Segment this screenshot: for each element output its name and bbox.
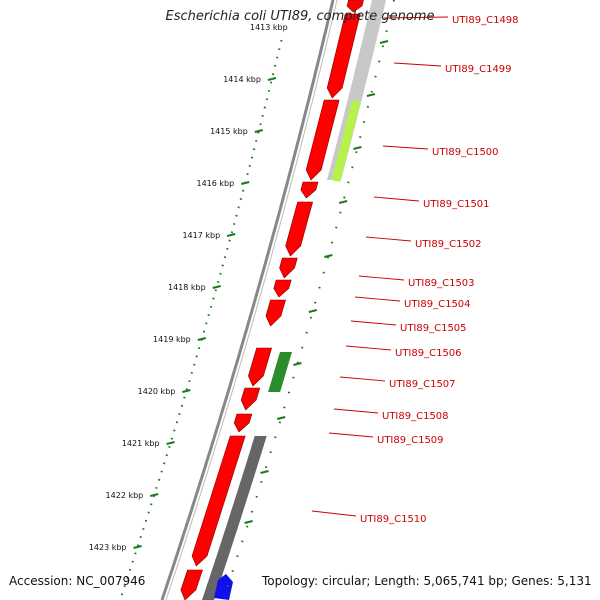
gene-label-leader — [333, 408, 379, 414]
scale-tick-label: 1418 kbp — [168, 283, 206, 292]
scale-tick — [212, 285, 221, 289]
scale-tick-label: 1421 kbp — [122, 439, 160, 448]
gene-label[interactable]: UTI89_C1510 — [360, 514, 427, 525]
cds-arrow-1[interactable] — [346, 0, 364, 13]
inner-dotted-line — [222, 0, 395, 600]
gene-label[interactable]: UTI89_C1504 — [404, 299, 471, 310]
scale-tick-label-partial: 1413 kbp — [250, 23, 288, 32]
scale-tick-label: 1415 kbp — [210, 127, 248, 136]
cds-arrow-6[interactable] — [279, 257, 298, 279]
inner-ring-tick — [338, 200, 348, 204]
scale-tick — [133, 545, 142, 549]
scale-tick — [240, 181, 250, 185]
gene-label-leader — [383, 16, 449, 19]
scale-tick — [197, 337, 207, 341]
cds-arrow-8[interactable] — [265, 299, 286, 327]
gene-label-leader — [328, 432, 374, 438]
backbone-outer-line — [160, 0, 335, 600]
gene-label[interactable]: UTI89_C1501 — [423, 199, 490, 210]
scale-tick-label: 1423 kbp — [89, 543, 127, 552]
scale-tick-label: 1417 kbp — [182, 231, 220, 240]
gene-label[interactable]: UTI89_C1506 — [395, 348, 462, 359]
scale-tick — [226, 233, 236, 237]
dark-gray-feature[interactable] — [202, 436, 267, 600]
cds-arrow-12[interactable] — [191, 435, 246, 567]
gene-label[interactable]: UTI89_C1505 — [400, 323, 467, 334]
blue-feature[interactable] — [214, 574, 233, 600]
gene-label[interactable]: UTI89_C1503 — [408, 278, 475, 289]
scale-tick — [267, 77, 277, 81]
highlighted-feature[interactable] — [331, 100, 361, 182]
accession-text: Accession: NC_007946 — [9, 574, 146, 588]
gene-label-leader — [373, 196, 420, 202]
inner-ring-tick — [293, 362, 302, 366]
gene-label-leader — [358, 275, 405, 281]
map-title: Escherichia coli UTI89, complete genome — [165, 9, 435, 24]
cds-arrow-4[interactable] — [300, 181, 319, 199]
gene-label[interactable]: UTI89_C1507 — [389, 379, 456, 390]
scale-tick-label: 1422 kbp — [106, 491, 144, 500]
inner-ring-tick — [260, 470, 269, 474]
scale-tick — [254, 129, 264, 133]
inner-ring-tick — [308, 309, 318, 313]
inner-ring-tick — [324, 254, 333, 258]
gene-label-leader — [382, 145, 429, 150]
cds-arrow-7[interactable] — [273, 279, 292, 298]
gene-label[interactable]: UTI89_C1502 — [415, 239, 482, 250]
gene-label[interactable]: UTI89_C1509 — [377, 435, 444, 446]
gene-label[interactable]: UTI89_C1499 — [445, 64, 512, 75]
genome-summary-text: Topology: circular; Length: 5,065,741 bp… — [262, 574, 592, 588]
inner-ring-tick — [353, 146, 362, 150]
scale-tick-label: 1419 kbp — [153, 335, 191, 344]
gene-label[interactable]: UTI89_C1500 — [432, 147, 499, 158]
gene-label-leader — [339, 376, 386, 382]
cds-arrow-3[interactable] — [305, 99, 340, 181]
cds-arrow-2[interactable] — [326, 13, 361, 99]
cds-arrow-5[interactable] — [285, 201, 314, 257]
scale-tick — [166, 441, 175, 445]
backbone-inner-line — [165, 0, 338, 600]
gene-label-leader — [350, 320, 397, 326]
scale-dotted-line — [119, 39, 283, 599]
gene-label-leader — [354, 296, 401, 302]
inner-ring-tick — [276, 416, 286, 420]
gray-feature-band[interactable] — [327, 0, 386, 180]
inner-ring-tick — [366, 93, 376, 97]
green-feature[interactable] — [268, 352, 292, 392]
scale-tick — [150, 493, 159, 497]
cds-arrow-13[interactable] — [180, 569, 203, 600]
inner-ring-tick — [379, 40, 389, 44]
cds-arrow-10[interactable] — [240, 387, 261, 411]
gene-label[interactable]: UTI89_C1508 — [382, 411, 449, 422]
gene-label-leader — [345, 345, 392, 351]
scale-tick-label: 1416 kbp — [197, 179, 235, 188]
gene-label-leader — [393, 62, 442, 67]
gene-label-leader — [365, 236, 412, 242]
scale-tick-label: 1420 kbp — [138, 387, 176, 396]
cds-arrow-9[interactable] — [248, 347, 273, 387]
scale-tick — [182, 389, 191, 393]
scale-tick-label: 1414 kbp — [223, 75, 261, 84]
gene-label[interactable]: UTI89_C1498 — [452, 15, 519, 26]
cds-arrow-11[interactable] — [233, 413, 253, 433]
gene-label-leader — [311, 510, 357, 517]
inner-ring-tick — [244, 520, 253, 524]
